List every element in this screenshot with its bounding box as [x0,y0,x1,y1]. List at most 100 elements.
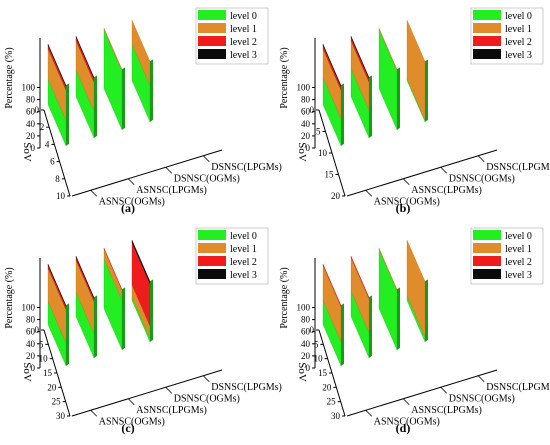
legend-swatch [473,256,501,266]
x-tick-label: 4 [45,139,50,149]
legend-swatch [473,230,501,240]
slab-2-level-1 [378,247,398,291]
x-tick-label: 6 [50,157,55,167]
slab-edge [66,83,69,146]
category-tick [402,398,410,406]
legend-swatch [198,243,226,253]
panel-label: (c) [121,421,134,435]
category-tick [365,409,373,417]
y-tick-label: 60 [301,327,311,337]
category-label: DSNSC(OGMs) [449,393,515,404]
x-tick-label: 0 [35,105,40,115]
slab-edge [150,279,153,342]
legend-label: level 1 [505,24,532,35]
y-axis-label: Percentage (%) [279,47,290,108]
category-label: DSNSC(LPGMs) [211,162,282,173]
category-axis [346,149,498,197]
slab-0-level-2 [322,263,342,307]
legend-swatch [473,36,501,46]
category-tick [90,189,98,197]
x-tick-label: 0 [310,325,315,335]
category-tick [477,375,485,383]
legend-label: level 1 [505,244,532,255]
slab-edge [425,59,428,122]
x-tick-label: 5 [316,127,321,137]
legend-swatch [198,256,226,266]
legend-swatch [198,49,226,59]
legend-label: level 2 [505,257,532,268]
y-tick-label: 100 [22,83,36,93]
category-tick [127,178,135,186]
category-axis [346,369,498,417]
y-axis-label: Percentage (%) [279,267,290,328]
panel-2: 0 20 40 60 80 100 Percentage (%) 0 5 10 15 20 25 30 So… [4,227,282,435]
panel-label: (a) [121,201,135,215]
slab-3-level-1 [406,239,426,338]
y-tick-label: 0 [31,363,36,373]
legend-label: level 1 [230,24,257,35]
slab-edge [66,303,69,366]
slab-edge [94,75,97,138]
slab-edge [425,279,428,342]
y-tick-label: 40 [26,339,36,349]
category-axis [71,369,223,417]
y-tick-label: 0 [306,143,311,153]
x-tick-label: 5 [314,339,319,349]
category-label: DSNSC(OGMs) [449,173,515,184]
category-label: DSNSC(OGMs) [174,173,240,184]
slab-edge [150,59,153,122]
legend-label: level 2 [230,37,257,48]
x-tick-label: 30 [331,411,341,421]
x-tick-label: 20 [47,382,57,392]
x-tick-label: 8 [55,174,60,184]
x-tick-label: 25 [52,397,62,407]
legend-label: level 3 [230,270,257,281]
legend-label: level 0 [230,231,257,242]
x-tick-label: 15 [318,368,328,378]
x-tick-label: 20 [322,382,332,392]
y-tick-label: 20 [26,351,36,361]
y-axis-label: Percentage (%) [4,47,15,108]
category-label: ASNSC(LPGMs) [411,185,482,196]
category-label: ASNSC(OGMs) [99,416,165,427]
category-tick [440,386,448,394]
legend-swatch [473,10,501,20]
x-tick-label: 20 [331,191,341,201]
y-axis-label: Percentage (%) [4,267,15,328]
category-tick [202,155,210,163]
legend-label: level 0 [230,11,257,22]
slab-edge [397,67,400,130]
category-label: ASNSC(LPGMs) [136,185,207,196]
slab-edge [397,287,400,350]
x-tick-label: 2 [40,122,45,132]
x-tick-label: 0 [310,105,315,115]
slab-1-level-2 [350,255,370,299]
y-tick-label: 0 [31,143,36,153]
category-label: DSNSC(LPGMs) [486,382,550,393]
legend-swatch [198,23,226,33]
panel-3: 0 20 40 60 80 100 Percentage (%) 0 5 10 15 20 25 30 So… [279,227,550,435]
y-tick-label: 20 [301,351,311,361]
y-tick-label: 60 [26,107,36,117]
legend-label: level 3 [505,270,532,281]
x-tick-label: 25 [327,397,337,407]
x-tick-label: 30 [56,411,66,421]
category-label: ASNSC(LPGMs) [136,405,207,416]
legend-swatch [198,230,226,240]
slab-2-level-0 [378,29,398,130]
x-tick-label: 15 [43,368,53,378]
category-label: DSNSC(LPGMs) [211,382,282,393]
x-tick-label: 15 [325,170,335,180]
y-tick-label: 100 [297,303,311,313]
category-label: ASNSC(OGMs) [374,196,440,207]
legend-swatch [473,243,501,253]
y-tick-label: 80 [301,95,311,105]
legend-label: level 0 [505,11,532,22]
y-tick-label: 40 [301,119,311,129]
slab-edge [122,287,125,350]
y-tick-label: 20 [26,131,36,141]
